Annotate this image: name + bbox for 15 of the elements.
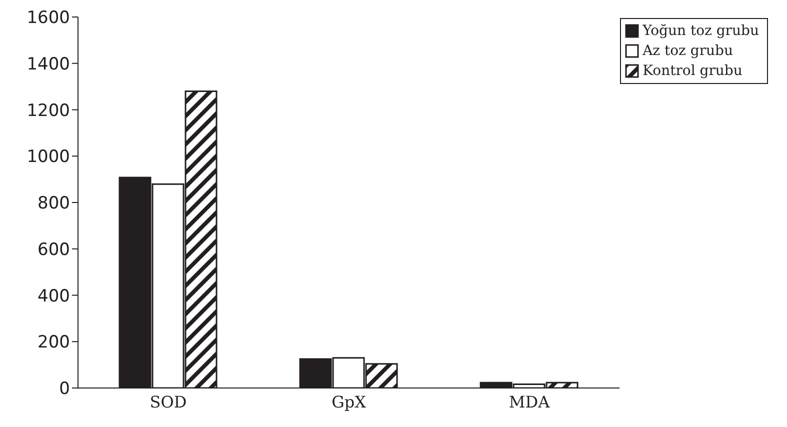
y-tick-label: 400 (38, 286, 70, 306)
x-tick-label: GpX (332, 392, 367, 412)
y-tick-label: 1600 (26, 8, 70, 28)
y-tick-label: 1400 (26, 54, 70, 74)
x-tick-label: MDA (508, 392, 550, 412)
y-tick-label: 800 (38, 194, 70, 214)
y-tick-label: 1200 (26, 100, 70, 121)
y-tick-label: 200 (38, 332, 70, 353)
legend-label: Kontrol grubu (642, 62, 742, 81)
legend-label: Yoğun toz grubu (642, 22, 759, 41)
y-tick-label: 0 (59, 379, 70, 400)
x-tick-label: SOD (150, 392, 187, 412)
y-tick-label: 1000 (26, 147, 70, 168)
y-tick-label: 600 (38, 240, 70, 260)
legend-label: Az toz grubu (642, 42, 734, 61)
